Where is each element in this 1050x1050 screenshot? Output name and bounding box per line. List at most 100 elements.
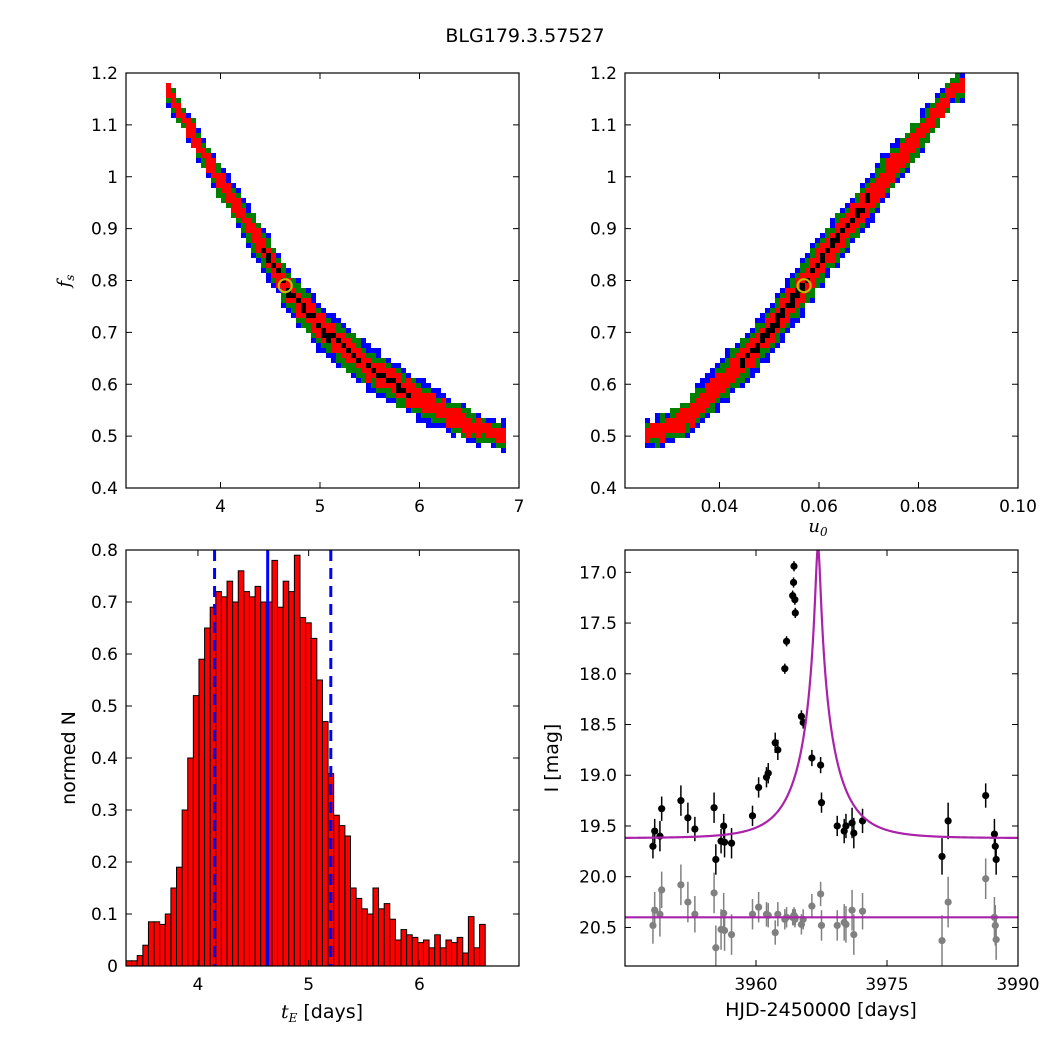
density-cell	[336, 338, 341, 343]
histogram-bar	[310, 637, 318, 967]
density-cell	[366, 363, 371, 368]
density-cell	[371, 388, 376, 393]
density-cell	[655, 423, 660, 428]
density-cell	[665, 433, 670, 438]
density-cell	[331, 343, 336, 348]
density-cell	[221, 173, 226, 178]
density-cell	[925, 113, 930, 118]
density-cell	[820, 273, 825, 278]
density-cell	[905, 138, 910, 143]
density-cell	[695, 393, 700, 398]
density-cell	[236, 193, 241, 198]
density-cell	[486, 433, 491, 438]
density-cell	[321, 348, 326, 353]
density-cell	[181, 118, 186, 123]
density-cell	[895, 138, 900, 143]
density-cell	[231, 198, 236, 203]
density-cell	[191, 118, 196, 123]
density-cell	[645, 433, 650, 438]
density-cell	[870, 203, 875, 208]
density-cell	[870, 208, 875, 213]
histogram-bar	[277, 606, 284, 967]
density-cell	[675, 428, 680, 433]
density-cell	[895, 178, 900, 183]
density-cell	[361, 363, 366, 368]
density-cell	[720, 363, 725, 368]
density-cell	[865, 223, 870, 228]
density-cell	[875, 193, 880, 198]
density-cell	[785, 303, 790, 308]
density-cell	[850, 233, 855, 238]
density-cell	[251, 228, 256, 233]
density-cell	[391, 388, 396, 393]
y-tick-label: 19.0	[579, 766, 617, 786]
density-cell	[421, 408, 426, 413]
density-cell	[800, 273, 805, 278]
density-cell	[690, 393, 695, 398]
density-cell	[865, 188, 870, 193]
density-cell	[870, 188, 875, 193]
density-cell	[855, 193, 860, 198]
density-cell	[880, 193, 885, 198]
density-cell	[341, 328, 346, 333]
density-cell	[740, 348, 745, 353]
density-cell	[745, 358, 750, 363]
density-cell	[775, 308, 780, 313]
density-cell	[351, 368, 356, 373]
density-cell	[745, 378, 750, 383]
residual-point	[649, 921, 657, 930]
density-cell	[690, 428, 695, 433]
density-cell	[735, 368, 740, 373]
density-cell	[735, 373, 740, 378]
density-cell	[401, 403, 406, 408]
density-cell	[815, 273, 820, 278]
density-cell	[426, 383, 431, 388]
density-cell	[895, 143, 900, 148]
density-cell	[346, 363, 351, 368]
data-point	[782, 637, 791, 645]
y-tick-label: 0.9	[590, 220, 617, 240]
density-cell	[376, 353, 381, 358]
density-cell	[346, 358, 351, 363]
density-cell	[865, 183, 870, 188]
data-point	[992, 855, 1000, 864]
density-cell	[356, 353, 361, 358]
density-cell	[730, 353, 735, 358]
density-cell	[925, 138, 930, 143]
density-cell	[735, 343, 740, 348]
density-cell	[171, 88, 176, 93]
density-cell	[865, 193, 870, 198]
density-cell	[396, 373, 401, 378]
density-cell	[840, 208, 845, 213]
density-cell	[800, 263, 805, 268]
density-cell	[910, 133, 915, 138]
density-cell	[925, 133, 930, 138]
density-cell	[316, 313, 321, 318]
histogram-bar	[389, 918, 396, 967]
density-cell	[855, 228, 860, 233]
density-cell	[890, 143, 895, 148]
residual-point	[842, 920, 850, 929]
density-cell	[955, 83, 960, 88]
density-cell	[775, 328, 780, 333]
density-cell	[790, 278, 795, 283]
density-cell	[291, 308, 296, 313]
density-cell	[421, 393, 426, 398]
density-cell	[251, 248, 256, 253]
density-cell	[925, 123, 930, 128]
histogram-bar	[288, 591, 295, 967]
density-cell	[950, 98, 955, 103]
histogram-bar	[439, 947, 447, 967]
density-cell	[930, 118, 935, 123]
density-cell	[461, 418, 466, 423]
density-cell	[396, 388, 401, 393]
density-cell	[830, 243, 835, 248]
density-cell	[271, 258, 276, 263]
density-cell	[201, 138, 206, 143]
residual-point	[748, 910, 757, 918]
density-cell	[850, 223, 855, 228]
density-cell	[456, 403, 461, 408]
density-cell	[236, 223, 241, 228]
density-cell	[316, 308, 321, 313]
residual-point	[727, 930, 736, 939]
